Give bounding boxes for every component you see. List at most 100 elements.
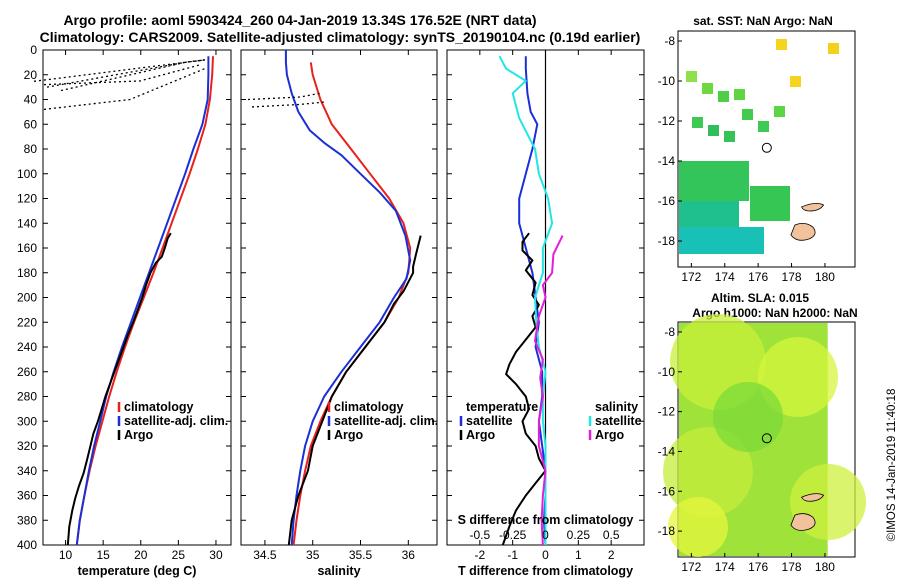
legend-label: satellite-adj. clim. [334,414,438,428]
x-tick-label: 30 [209,548,223,562]
s-axis-title: S difference from climatology [458,513,634,527]
lat-tick-label: -14 [658,154,676,168]
depth-tick-label: 400 [17,538,37,552]
x-tick-label: 2 [608,548,615,562]
x-axis-label: salinity [317,564,360,578]
lat-tick-label: -18 [658,524,676,538]
profile-location-marker [761,433,772,444]
surface-dotted-line [60,59,206,92]
legend-label: temperature [466,400,538,414]
sla-patch [713,382,783,452]
depth-tick-label: 100 [17,167,37,181]
depth-tick-label: 120 [17,192,37,206]
surface-dotted-line [247,92,321,101]
sla-map-title-line1: Altim. SLA: 0.015 [711,291,809,305]
sst-cell [790,76,801,87]
x-tick-label: -2 [474,548,485,562]
depth-tick-label: 340 [17,464,37,478]
lat-tick-label: -18 [658,234,676,248]
x-tick-label: 35 [306,548,320,562]
sla-map: 172 174 176 178 180 -8 -10 -12 -14 -16 -18 [658,314,866,574]
lat-tick-label: -16 [658,194,676,208]
sst-block [679,161,749,201]
sst-cell [708,125,719,136]
sla-patch [758,337,838,417]
lon-tick-label: 176 [748,560,768,574]
s-tick-label: -0.25 [499,528,527,542]
s-tick-label: 0.25 [567,528,591,542]
lat-tick-label: -16 [658,484,676,498]
x-tick-label: 25 [172,548,186,562]
temperature-panel: 0 20 40 60 80 100 120 140 160 180 200 220 240 260 280 3… [17,43,232,578]
sst-map-title: sat. SST: NaN Argo: NaN [693,14,833,28]
lat-tick-label: -12 [658,114,676,128]
x-tick-label: 36 [402,548,416,562]
depth-tick-label: 160 [17,241,37,255]
lon-tick-label: 174 [715,270,735,284]
sst-cell [702,83,713,94]
lat-tick-label: -14 [658,444,676,458]
sst-cell [828,43,839,54]
surface-dotted-line [43,64,201,86]
sst-cell [686,71,697,82]
x-tick-label: 0 [542,548,549,562]
legend-label: Argo [466,428,496,442]
lat-tick-label: -8 [664,325,675,339]
sst-cell [724,131,735,142]
depth-tick-label: 280 [17,390,37,404]
x-tick-label: 34.5 [253,548,277,562]
x-tick-label: 15 [96,548,110,562]
salinity-panel: 34.5 35 35.5 36 salinity climatologysatellite… [240,49,438,578]
lon-tick-label: 174 [715,560,735,574]
island [801,203,825,212]
legend-label: Argo [334,428,364,442]
difference-panel: -2 -1 0 1 2 T difference from climatology temp… [446,49,645,578]
series-line-satellite-adj-clim- [75,56,210,546]
sst-cell [774,106,785,117]
lon-tick-label: 172 [681,560,701,574]
surface-dotted-line [46,59,206,88]
lon-tick-label: 172 [681,270,701,284]
depth-tick-label: 380 [17,513,37,527]
x-tick-label: 35.5 [349,548,373,562]
x-tick-label: 20 [134,548,148,562]
series-line-argo [66,232,172,546]
header-line2: Climatology: CARS2009. Satellite-adjuste… [40,29,641,45]
plot-frame [240,49,438,546]
island [790,223,816,241]
depth-tick-label: 360 [17,489,37,503]
legend-label: Argo [124,428,154,442]
lat-tick-label: -10 [658,365,676,379]
depth-tick-label: 20 [24,68,38,82]
legend-label: climatology [334,400,404,414]
legend-label: satellite [595,414,642,428]
depth-tick-label: 80 [24,142,38,156]
series-line-t-argo [501,232,547,546]
depth-tick-label: 0 [30,43,37,57]
legend-label: satellite [466,414,513,428]
legend-label: satellite-adj. clim. [124,414,228,428]
x-axis-label: T difference from climatology [458,564,633,578]
sst-block [750,186,790,221]
series-line-argo [287,235,422,546]
sst-block [679,227,764,254]
lat-tick-label: -8 [664,34,675,48]
depth-tick-label: 140 [17,216,37,230]
sst-block [679,201,739,227]
sla-patch [668,497,728,557]
sst-cell [734,89,745,100]
island [790,513,816,531]
s-tick-label: -0.5 [469,528,490,542]
surface-dotted-line [43,67,206,111]
lon-tick-label: 180 [815,560,835,574]
depth-tick-label: 220 [17,315,37,329]
lon-tick-label: 178 [782,560,802,574]
sla-patch [663,427,753,517]
legend-label: salinity [595,400,638,414]
legend-label: Argo [595,428,625,442]
s-tick-label: 0 [542,528,549,542]
lat-tick-label: -10 [658,74,676,88]
depth-tick-label: 180 [17,266,37,280]
legend-label: climatology [124,400,194,414]
